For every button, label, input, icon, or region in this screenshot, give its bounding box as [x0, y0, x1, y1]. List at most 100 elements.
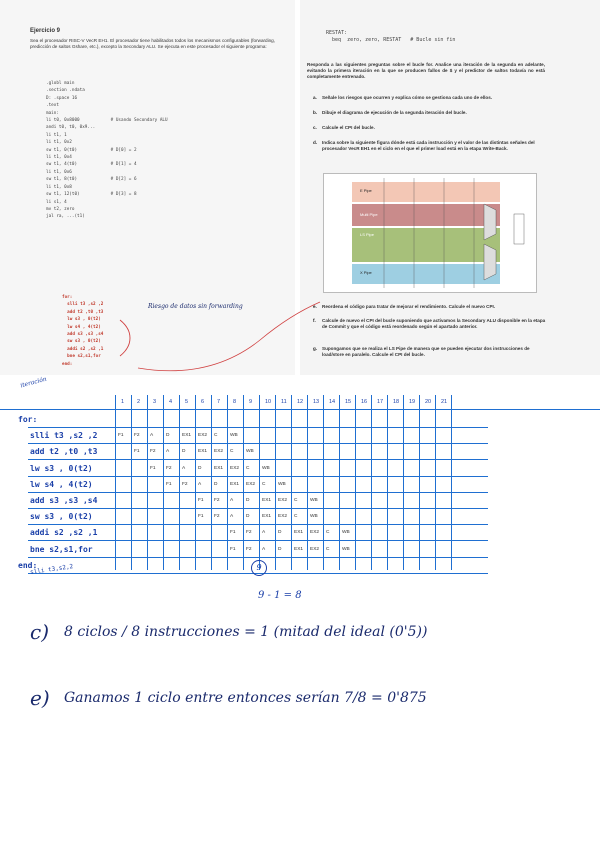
pipeline-cell: EX2	[230, 465, 240, 471]
column-number: 12	[297, 399, 304, 405]
processor-figure: E Pipe Multi Pipe LS Pipe X Pipe	[323, 173, 537, 293]
column-number: 15	[345, 399, 352, 405]
column-number: 2	[137, 399, 141, 405]
pipeline-cell: WB	[310, 498, 318, 503]
pipeline-cell: EX2	[310, 546, 320, 552]
pipeline-cell: D	[166, 433, 170, 439]
column-number: 20	[425, 399, 432, 405]
code-line: main:	[46, 110, 59, 116]
e-pipe-label: E Pipe	[360, 188, 372, 193]
grid-col-line	[355, 395, 356, 570]
answer-e-label: e)	[30, 686, 50, 710]
x-pipe-band	[352, 264, 500, 284]
diagram-row-line	[28, 556, 488, 558]
circle-note: 9	[251, 560, 267, 576]
pipeline-cell: WB	[310, 514, 318, 520]
pipeline-cell: EX1	[198, 449, 208, 455]
column-number: 10	[265, 399, 272, 405]
grid-col-line	[163, 395, 164, 570]
pipeline-cell: EX2	[198, 433, 208, 439]
pipeline-cell: D	[278, 546, 282, 552]
loop-line: bne s2,s1,for	[62, 354, 101, 360]
pipeline-cell: F2	[246, 546, 252, 552]
code-line: .globl main	[46, 81, 75, 86]
diagram-row-label: lw s4 , 4(t2)	[30, 479, 93, 489]
pipeline-cell: EX2	[214, 449, 224, 455]
pipeline-cell: EX1	[214, 465, 224, 471]
pipeline-cell: EX2	[246, 481, 256, 487]
grid-col-line	[307, 395, 308, 570]
answer-c-label: c)	[30, 620, 50, 644]
code-line: li t1, 0x6	[46, 169, 72, 175]
pipeline-cell: F2	[166, 465, 172, 471]
figure-wires	[383, 178, 525, 288]
grid-col-line	[243, 395, 244, 570]
column-number: 7	[217, 399, 221, 405]
code-line: D: .space 16	[46, 95, 78, 101]
diagram-row-label: add s3 ,s3 ,s4	[30, 496, 98, 505]
pipeline-cell: F2	[134, 433, 140, 439]
pipeline-cell: A	[230, 514, 234, 520]
grid-top-line	[0, 409, 600, 410]
column-number: 13	[313, 399, 320, 405]
column-number: 5	[185, 399, 189, 405]
pipeline-cell: A	[230, 498, 234, 503]
loop-line: addi s2 ,s2 ,1	[62, 346, 104, 352]
grid-col-line	[435, 395, 436, 570]
diagram-row-label: addi s2 ,s2 ,1	[30, 528, 98, 538]
question-text: Dibuje el diagrama de ejecución de la se…	[322, 110, 467, 115]
diagram-row-label: slli t3 ,s2 ,2	[30, 431, 98, 441]
ls-pipe-band	[352, 228, 500, 262]
pipeline-cell: F2	[150, 449, 156, 455]
pipeline-cell: EX1	[294, 530, 304, 536]
diagram-row-label: lw s3 , 0(t2)	[30, 463, 93, 473]
exercise-panel	[0, 0, 295, 375]
note-brace	[119, 319, 131, 357]
grid-col-line	[339, 395, 340, 570]
pipeline-cell: EX1	[230, 481, 240, 487]
exercise-title: Ejercicio 9	[30, 28, 61, 34]
pipeline-cell: C	[326, 546, 330, 552]
pipeline-cell: EX1	[262, 498, 272, 503]
pipeline-cell: D	[182, 449, 186, 455]
grid-col-line	[323, 395, 324, 570]
code-line: jal ra, ...(t1)	[46, 214, 85, 220]
diagram-row-label: for:	[18, 415, 38, 424]
loop-line: lw s4 , 4(t2)	[62, 324, 101, 330]
multi-pipe-label: Multi Pipe	[360, 212, 378, 217]
column-number: 11	[281, 399, 287, 405]
diagram-row-line	[28, 491, 488, 493]
pipeline-cell: A	[150, 433, 154, 439]
pipeline-cell: F1	[134, 449, 140, 455]
grid-col-line	[195, 395, 196, 570]
calc-note: 9 - 1 = 8	[258, 590, 302, 601]
grid-col-line	[259, 395, 260, 570]
diagram-row-line	[28, 459, 488, 461]
multi-pipe-band	[352, 204, 500, 226]
pipeline-cell: A	[262, 546, 266, 552]
diagram-row-label: end:	[18, 560, 38, 570]
diagram-row-label: add t2 ,t0 ,t3	[30, 447, 98, 457]
pipeline-cell: EX2	[278, 498, 288, 503]
pipeline-cell: F2	[214, 514, 220, 520]
answer-e-text: Ganamos 1 ciclo entre entonces serían 7/…	[64, 690, 427, 706]
grid-col-line	[211, 395, 212, 570]
pipeline-cell: C	[214, 433, 218, 439]
code-line: li t0, 0x8000 # Usando Secondary ALU	[46, 118, 168, 124]
connector-arrow	[137, 301, 321, 372]
question-text: Supongamos que se realiza el LS Pipe de …	[322, 346, 530, 357]
column-number: 3	[153, 399, 157, 405]
margin-note: iteración	[19, 375, 48, 390]
grid-col-line	[451, 395, 452, 570]
grid-col-line	[227, 395, 228, 570]
diagram-row-line	[28, 443, 488, 444]
code-line: .text	[46, 103, 59, 109]
pipeline-cell: C	[326, 530, 330, 536]
question-text: Señale los riesgos que ocurren y explica…	[322, 95, 493, 100]
pipeline-cell: EX1	[262, 514, 272, 520]
code-line: sw t1, 8(t0) # D[2] = 6	[46, 177, 137, 183]
questions-intro: Responda a las siguientes preguntas sobr…	[307, 62, 545, 79]
code-line: sw t1, 4(t0) # D[1] = 4	[46, 162, 137, 168]
loop-line: add t2 ,t0 ,t3	[62, 309, 104, 315]
pipeline-cell: A	[262, 530, 266, 536]
